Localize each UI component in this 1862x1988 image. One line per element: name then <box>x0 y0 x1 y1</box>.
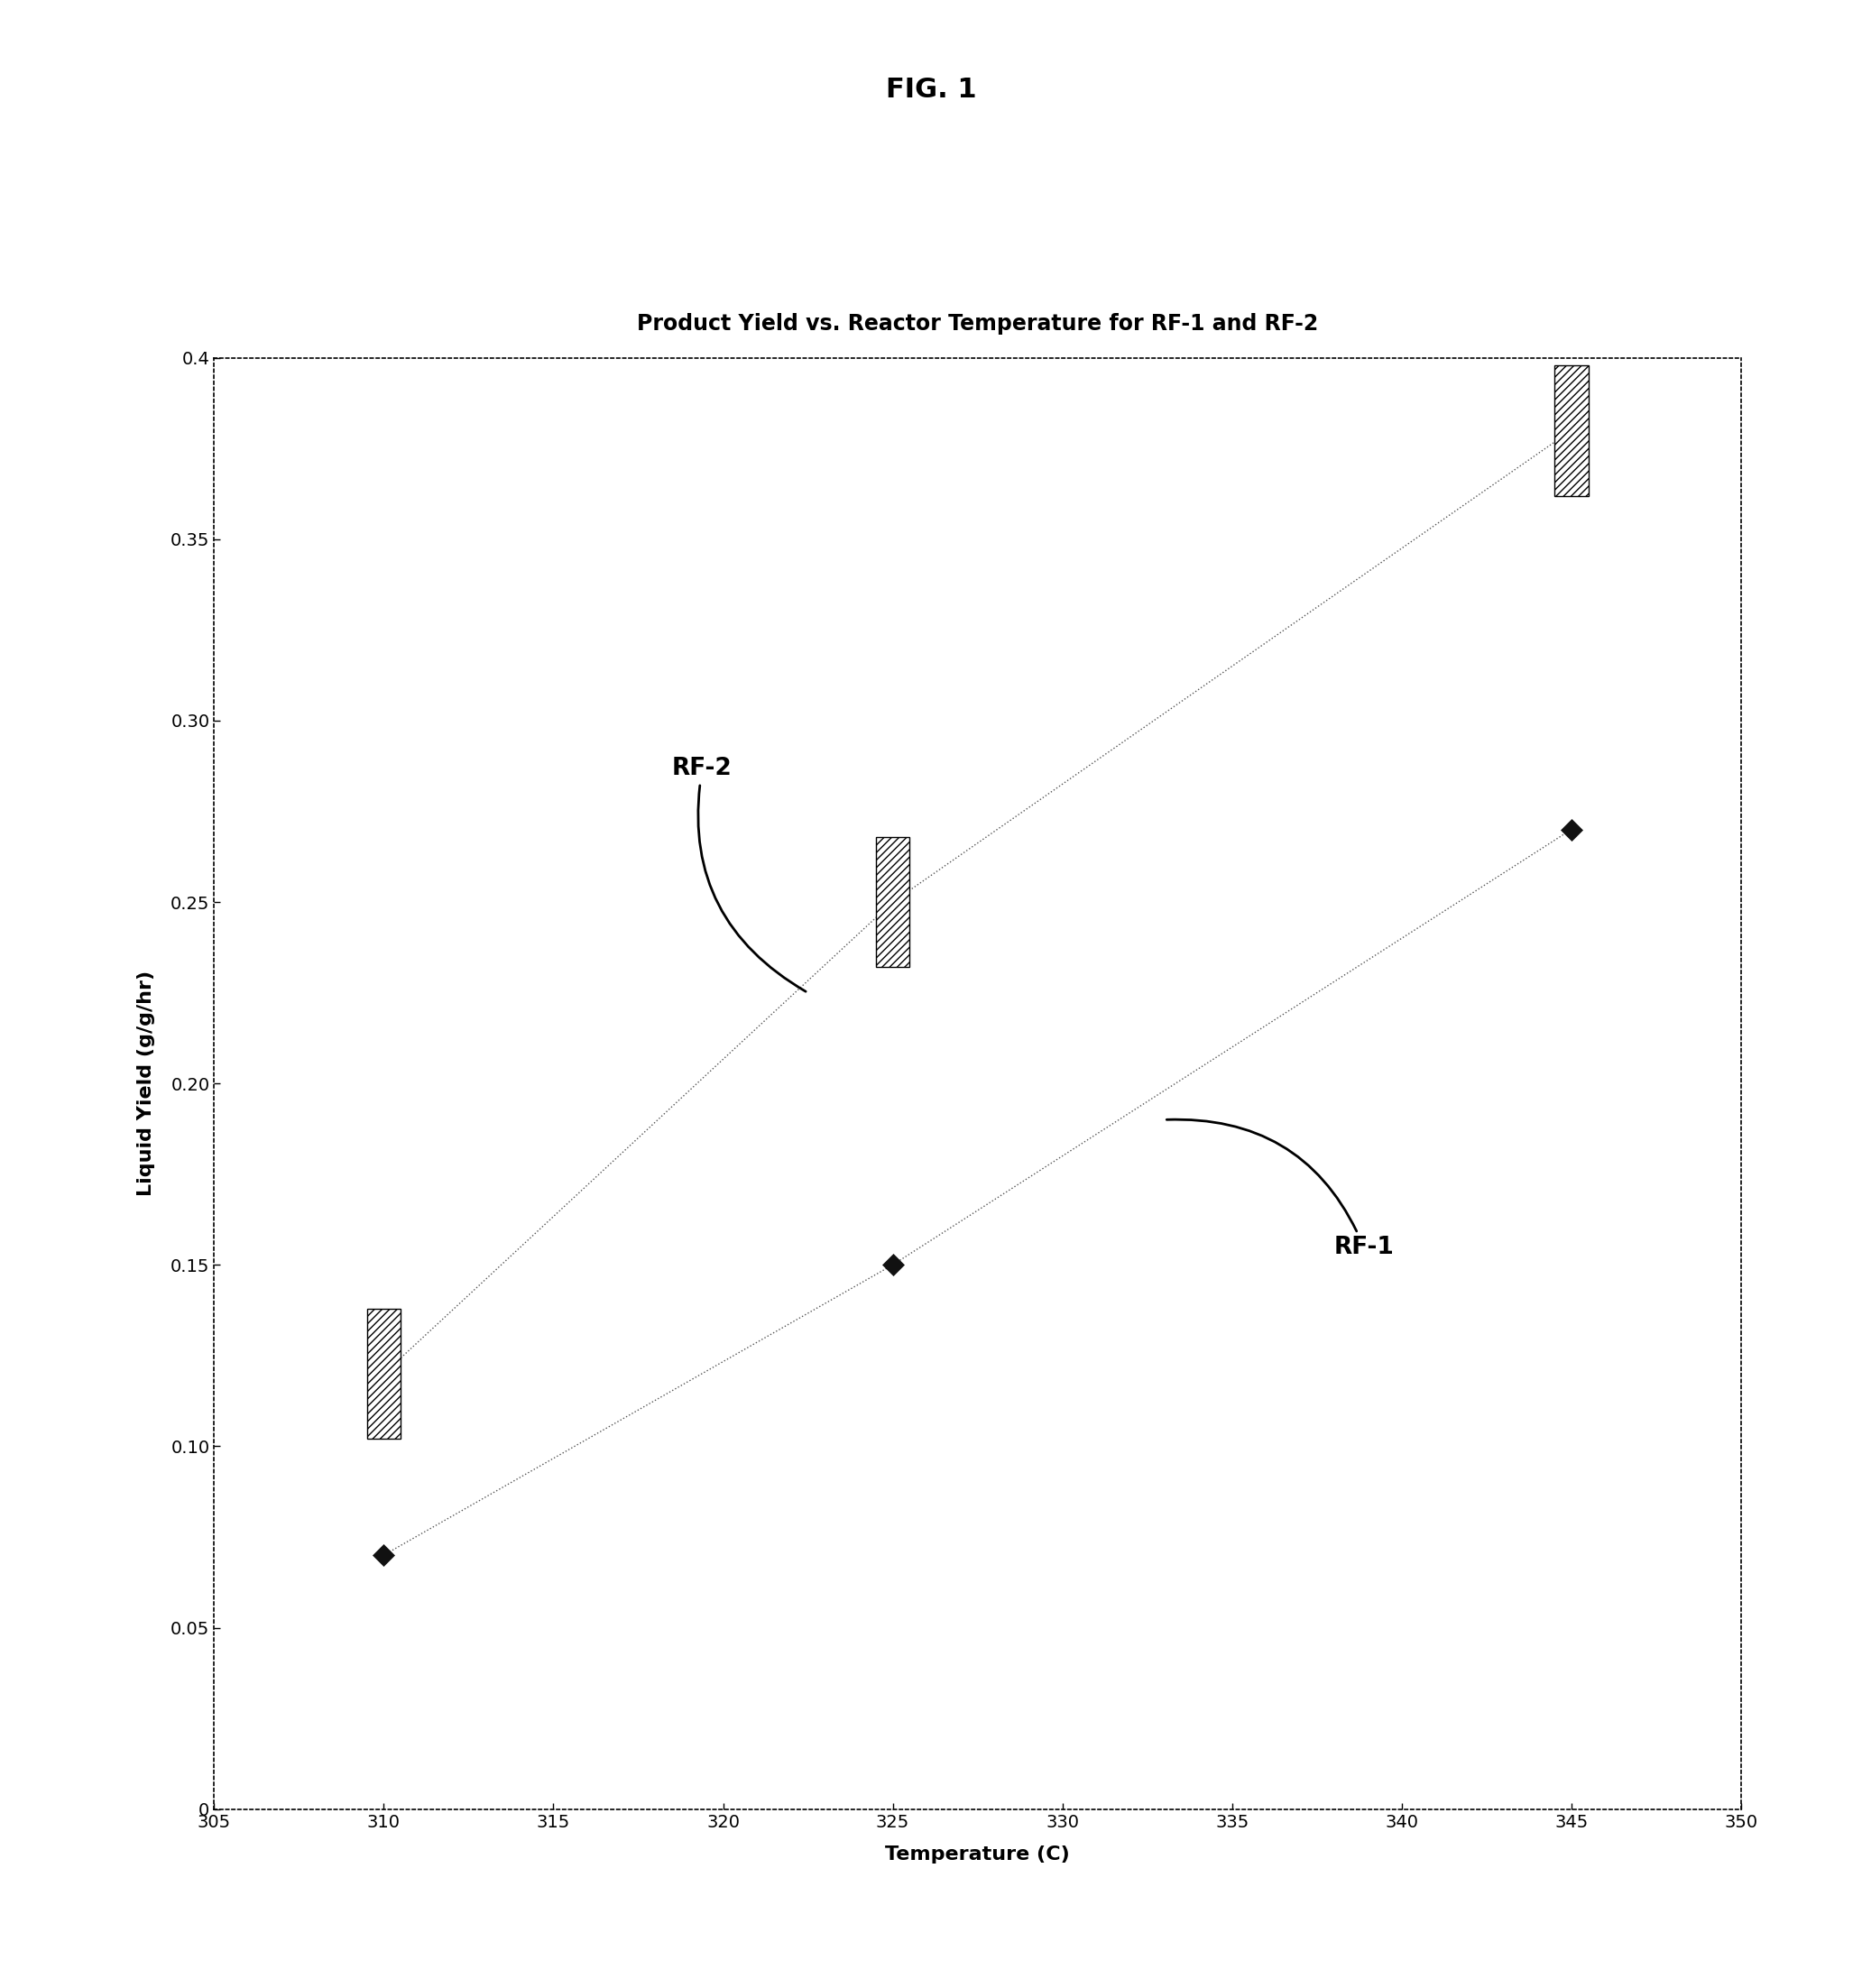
Title: Product Yield vs. Reactor Temperature for RF-1 and RF-2: Product Yield vs. Reactor Temperature fo… <box>637 314 1318 334</box>
Bar <box>875 837 911 968</box>
Bar <box>1555 366 1588 495</box>
Text: FIG. 1: FIG. 1 <box>886 76 976 103</box>
Text: RF-2: RF-2 <box>672 757 806 992</box>
Y-axis label: Liquid Yield (g/g/hr): Liquid Yield (g/g/hr) <box>138 970 156 1197</box>
Bar <box>367 1308 400 1439</box>
X-axis label: Temperature (C): Temperature (C) <box>884 1845 1071 1863</box>
Text: RF-1: RF-1 <box>1167 1119 1395 1258</box>
